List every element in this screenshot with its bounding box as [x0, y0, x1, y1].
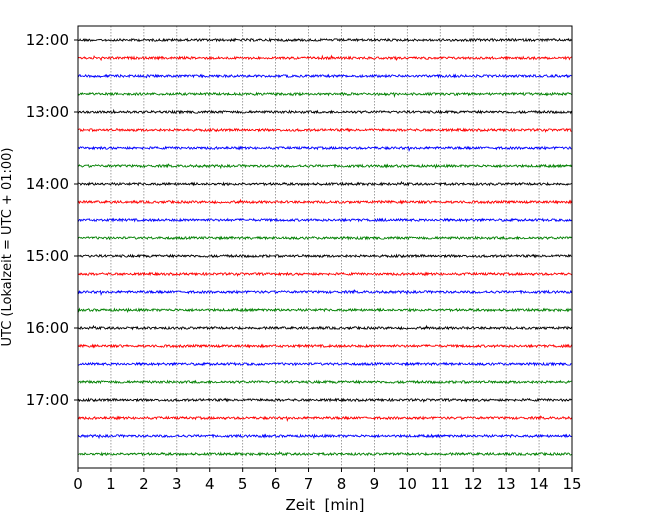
trace-line [77, 253, 572, 259]
trace-line [77, 54, 572, 62]
x-axis-label: Zeit [min] [285, 496, 364, 514]
plot-frame [77, 25, 573, 469]
y-tick-label: 13:00 [26, 103, 69, 121]
y-tick-label: 15:00 [26, 247, 69, 265]
x-axis: 0 1 2 3 4 5 6 7 8 9 10 11 12 13 14 15 [73, 468, 582, 493]
trace-line [77, 145, 572, 153]
y-axis: 12:00 13:00 14:00 15:00 16:00 17:00 [26, 31, 78, 409]
trace-line [77, 289, 572, 297]
trace-line [77, 433, 572, 440]
y-tick-label: 16:00 [26, 319, 69, 337]
x-tick-label: 14 [530, 475, 549, 493]
trace-line [77, 379, 572, 385]
x-tick-label: 8 [337, 475, 347, 493]
trace-line [77, 127, 572, 133]
trace-line [77, 91, 572, 99]
x-tick-label: 13 [497, 475, 516, 493]
trace-line [77, 343, 572, 349]
trace-line [77, 450, 572, 457]
trace-line [77, 415, 572, 423]
x-tick-label: 1 [106, 475, 116, 493]
trace-line [77, 271, 572, 277]
trace-line [77, 37, 572, 43]
trace-line [77, 198, 572, 205]
trace-line [77, 180, 572, 187]
trace-line [77, 307, 572, 313]
x-tick-label: 9 [370, 475, 380, 493]
trace-line [77, 217, 572, 223]
trace-line [77, 163, 572, 170]
x-tick-label: 7 [304, 475, 314, 493]
x-tick-label: 5 [238, 475, 248, 493]
y-tick-label: 17:00 [26, 391, 69, 409]
x-tick-label: 4 [205, 475, 215, 493]
trace-line [77, 235, 572, 241]
trace-line [77, 324, 572, 331]
trace-line [77, 397, 572, 403]
x-tick-label: 3 [172, 475, 182, 493]
trace-line [77, 361, 572, 367]
x-tick-label: 6 [271, 475, 281, 493]
x-tick-label: 15 [562, 475, 581, 493]
x-tick-label: 0 [73, 475, 83, 493]
trace-line [77, 73, 572, 79]
x-tick-label: 11 [431, 475, 450, 493]
traces [77, 37, 572, 457]
y-axis-label: UTC (Lokalzeit = UTC + 01:00) [0, 148, 15, 347]
y-tick-label: 14:00 [26, 175, 69, 193]
x-tick-label: 10 [398, 475, 417, 493]
trace-line [77, 108, 572, 115]
x-tick-label: 12 [464, 475, 483, 493]
x-tick-label: 2 [139, 475, 149, 493]
y-tick-label: 12:00 [26, 31, 69, 49]
